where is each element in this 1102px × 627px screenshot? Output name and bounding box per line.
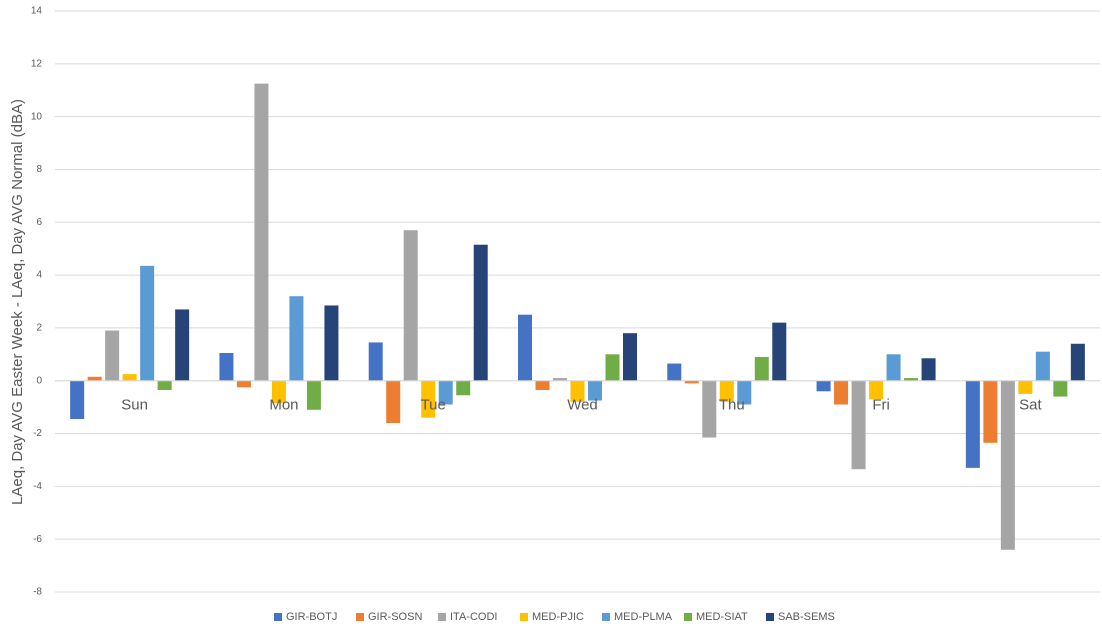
x-tick-label: Fri xyxy=(872,397,890,414)
y-tick-label: 12 xyxy=(31,58,43,69)
bar xyxy=(70,380,85,420)
bar xyxy=(456,380,471,396)
bar xyxy=(157,380,172,390)
legend-swatch xyxy=(356,613,364,621)
bar xyxy=(702,380,717,438)
y-axis-label: LAeq, Day AVG Easter Week - LAeq, Day AV… xyxy=(9,99,26,505)
bar xyxy=(983,380,998,443)
legend-label: GIR-SOSN xyxy=(368,611,422,623)
bar xyxy=(219,352,234,381)
bar xyxy=(386,380,401,423)
y-tick-label: 8 xyxy=(36,164,42,175)
legend-swatch xyxy=(766,613,774,621)
legend-swatch xyxy=(274,613,282,621)
bar xyxy=(122,374,137,381)
bar xyxy=(368,342,383,381)
y-tick-label: 0 xyxy=(36,375,42,386)
bar xyxy=(869,380,884,400)
bar xyxy=(553,378,567,381)
bar xyxy=(737,380,752,405)
y-tick-label: -4 xyxy=(33,481,42,492)
y-tick-label: -8 xyxy=(33,587,42,598)
bar xyxy=(684,380,699,384)
bar xyxy=(236,380,251,388)
legend-swatch xyxy=(438,613,446,621)
bar xyxy=(105,330,120,381)
bar xyxy=(886,354,901,381)
bar xyxy=(754,356,769,381)
bar xyxy=(421,380,436,418)
y-tick-label: 2 xyxy=(36,323,42,334)
legend-label: ITA-CODI xyxy=(450,611,497,623)
y-tick-label: 14 xyxy=(31,6,43,17)
bar xyxy=(1053,380,1068,397)
bar xyxy=(1035,351,1050,381)
legend-label: MED-SIAT xyxy=(696,611,748,623)
bar xyxy=(834,380,849,405)
bar xyxy=(535,380,550,390)
bar xyxy=(438,380,453,405)
y-tick-label: 6 xyxy=(36,217,42,228)
bar xyxy=(254,83,269,381)
y-tick-label: -6 xyxy=(33,534,42,545)
bar xyxy=(473,244,488,381)
bar xyxy=(518,314,532,381)
bar xyxy=(965,380,980,468)
bar xyxy=(403,230,418,381)
bar xyxy=(570,380,585,402)
x-tick-label: Wed xyxy=(567,397,598,414)
bar xyxy=(816,380,831,392)
legend-label: MED-PLMA xyxy=(614,611,673,623)
bar xyxy=(140,265,155,381)
legend-swatch xyxy=(520,613,528,621)
bar xyxy=(851,380,866,470)
bar xyxy=(623,333,637,381)
y-tick-label: 4 xyxy=(36,270,42,281)
bar xyxy=(904,378,919,381)
bar xyxy=(306,380,321,410)
bar xyxy=(1000,380,1015,550)
y-tick-label: 10 xyxy=(31,111,43,122)
bar xyxy=(1018,380,1033,394)
x-tick-label: Sun xyxy=(121,397,148,414)
bar xyxy=(1070,343,1085,381)
bar xyxy=(87,376,102,381)
bar xyxy=(605,354,620,381)
x-tick-label: Tue xyxy=(421,397,446,414)
legend-swatch xyxy=(602,613,610,621)
bar xyxy=(175,309,190,381)
x-tick-label: Mon xyxy=(269,397,298,414)
bar xyxy=(588,380,602,401)
bar xyxy=(324,305,339,381)
bar xyxy=(772,322,787,381)
x-tick-label: Sat xyxy=(1019,397,1042,414)
y-tick-label: -2 xyxy=(33,428,42,439)
bar xyxy=(719,380,734,402)
bar xyxy=(667,363,682,381)
legend-label: MED-PJIC xyxy=(532,611,584,623)
bar xyxy=(921,358,936,381)
legend-label: SAB-SEMS xyxy=(778,611,835,623)
bar xyxy=(271,380,286,404)
bar xyxy=(289,296,304,381)
legend-label: GIR-BOTJ xyxy=(286,611,337,623)
legend-swatch xyxy=(684,613,692,621)
x-tick-label: Thu xyxy=(719,397,745,414)
